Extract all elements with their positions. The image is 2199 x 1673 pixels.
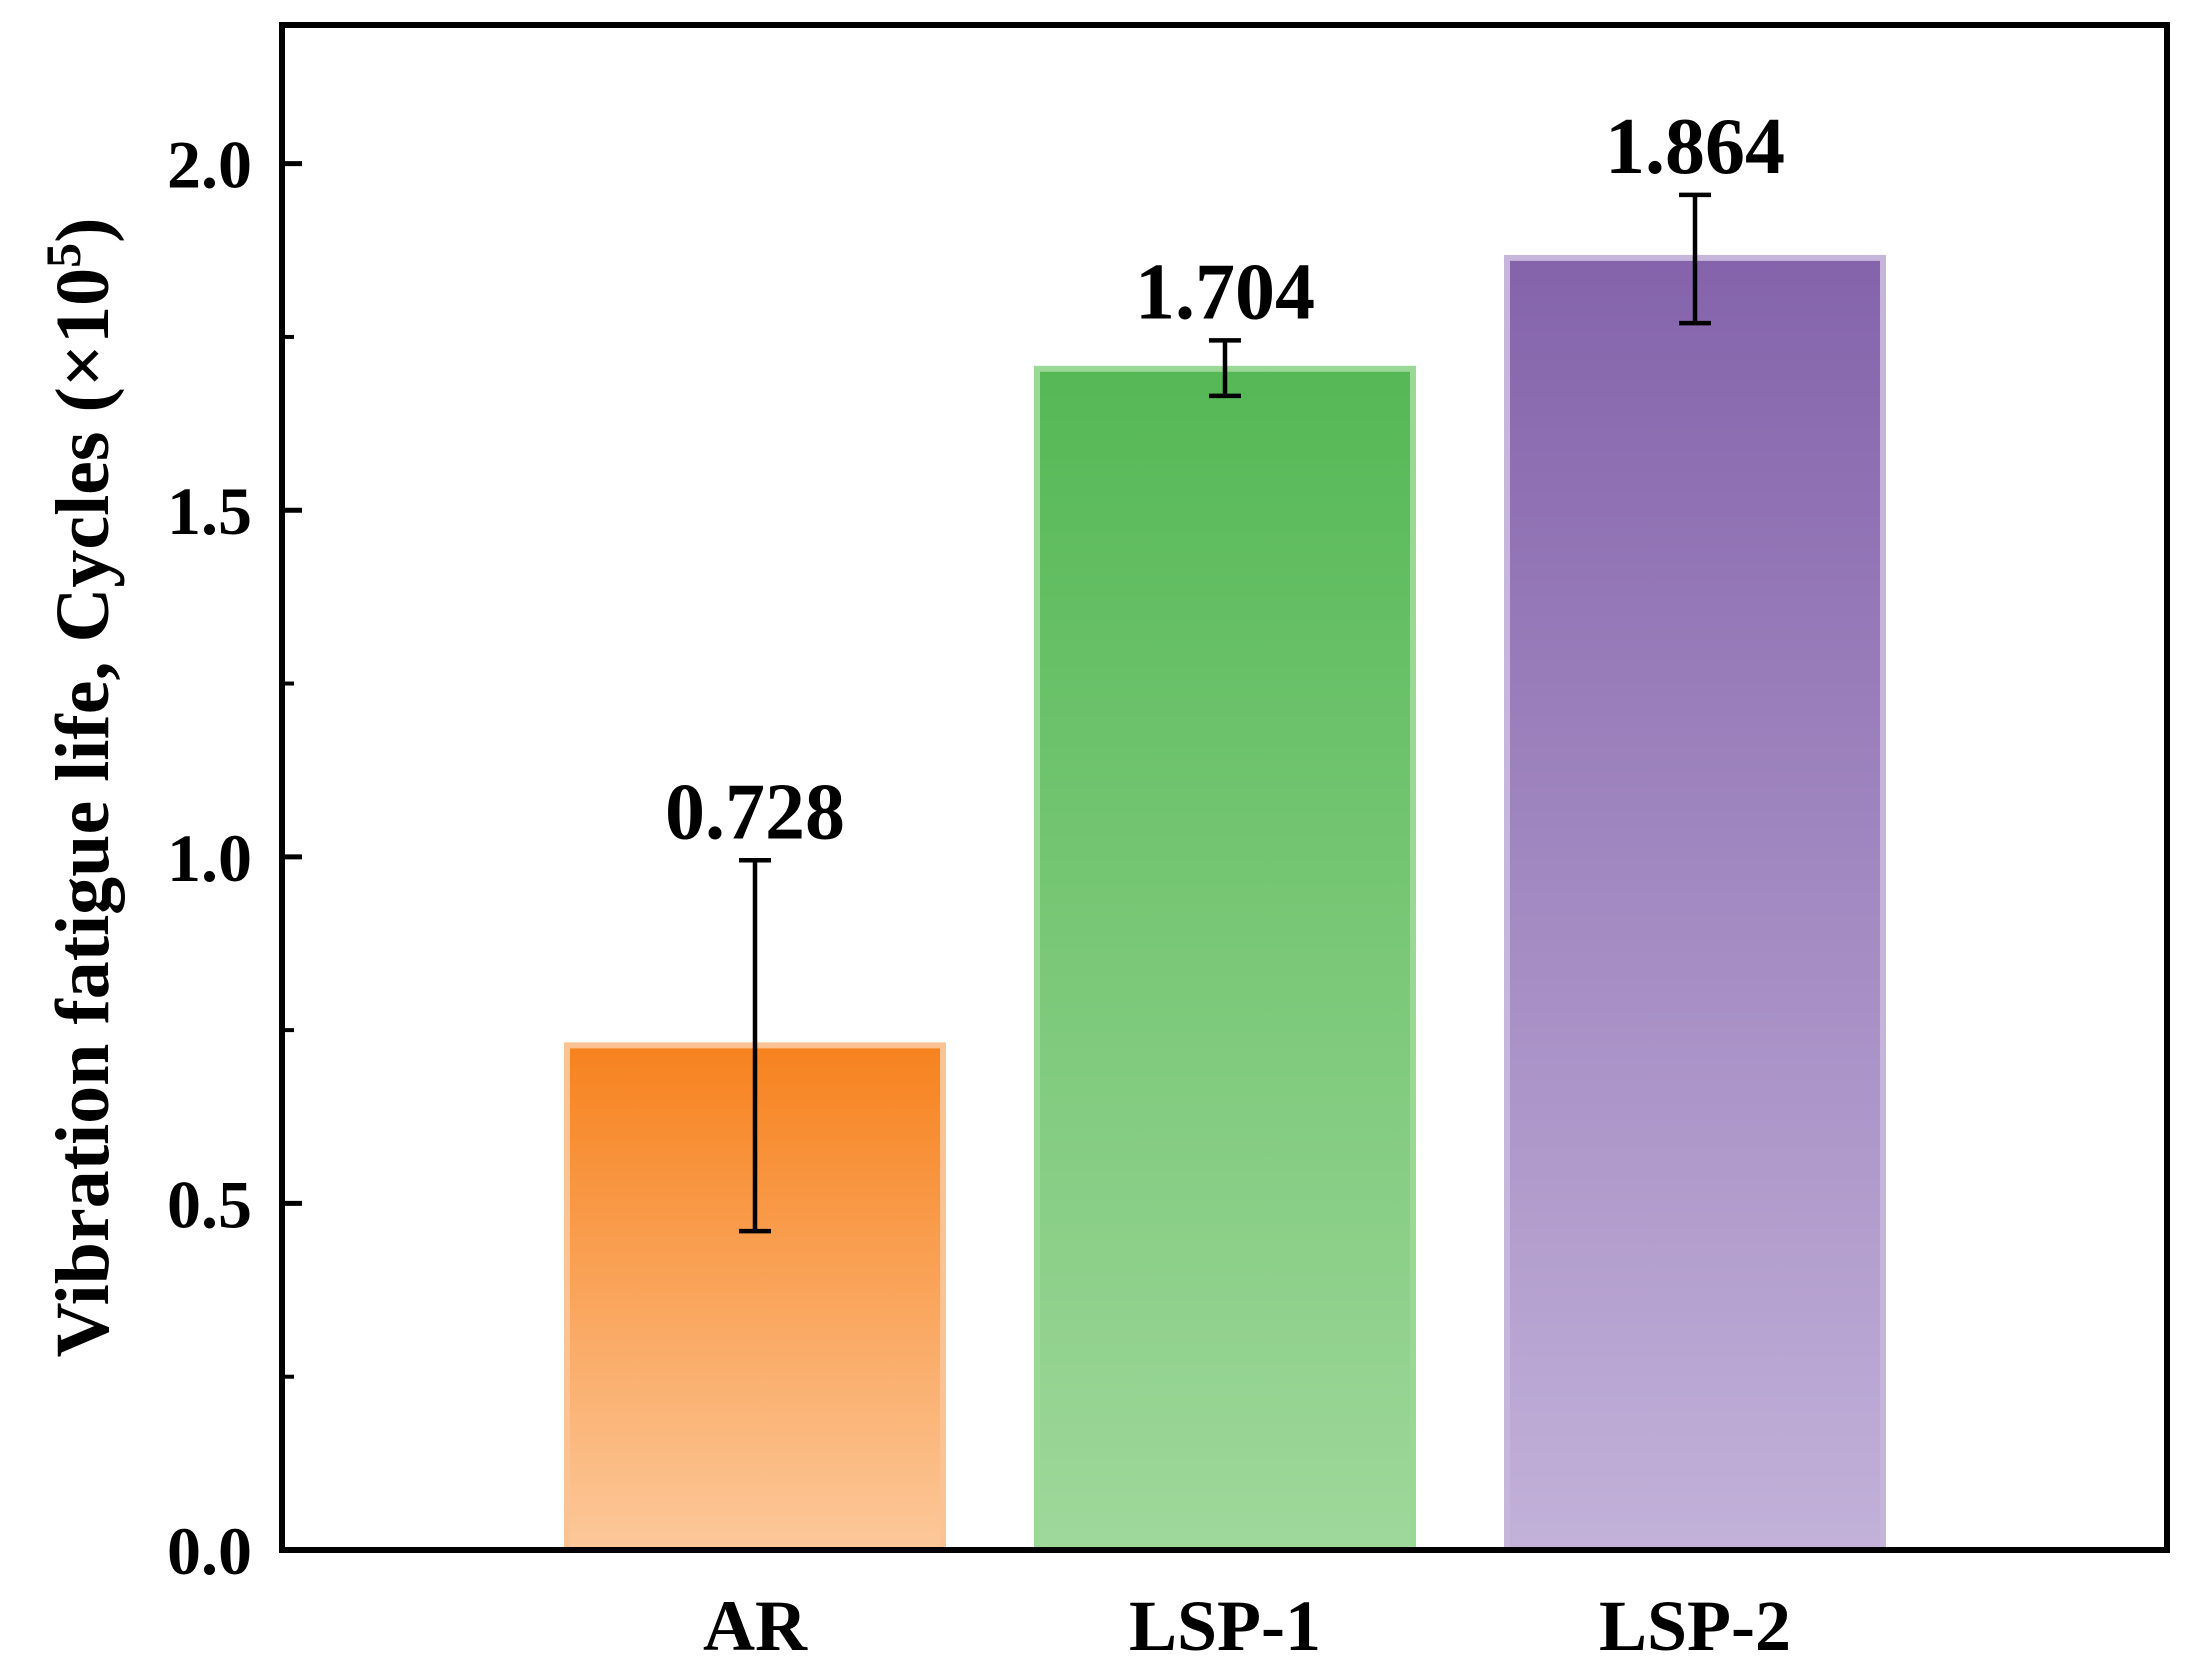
value-label-ar: 0.728 <box>665 768 845 856</box>
y-axis-title: Vibration fatigue life, Cycles (×105) <box>35 218 125 1358</box>
y-axis-title-close: ) <box>41 218 125 243</box>
bar-lsp-1 <box>1034 365 1416 1553</box>
x-tick-label-lsp-2: LSP-2 <box>1599 1586 1791 1666</box>
value-label-lsp-1: 1.704 <box>1135 248 1315 336</box>
bar-lsp-2 <box>1504 254 1886 1554</box>
x-axis: AR LSP-1 LSP-2 <box>703 1586 1791 1666</box>
y-tick-label: 2.0 <box>167 127 252 203</box>
x-tick-label-ar: AR <box>703 1586 808 1666</box>
value-label-lsp-2: 1.864 <box>1605 103 1785 191</box>
y-axis-title-main: Vibration fatigue life, Cycles (×10 <box>41 268 125 1358</box>
bars-group <box>564 254 1886 1554</box>
plot-frame <box>279 22 2170 1553</box>
y-axis-title-exponent: 5 <box>35 243 91 268</box>
y-tick-label: 0.5 <box>167 1166 252 1242</box>
x-tick-label-lsp-1: LSP-1 <box>1129 1586 1321 1666</box>
y-tick-label: 0.0 <box>167 1513 252 1589</box>
error-bars-group <box>739 192 1711 1234</box>
y-tick-label: 1.5 <box>167 473 252 549</box>
y-tick-label: 1.0 <box>167 820 252 896</box>
value-labels-group: 0.728 1.704 1.864 <box>665 103 1785 856</box>
